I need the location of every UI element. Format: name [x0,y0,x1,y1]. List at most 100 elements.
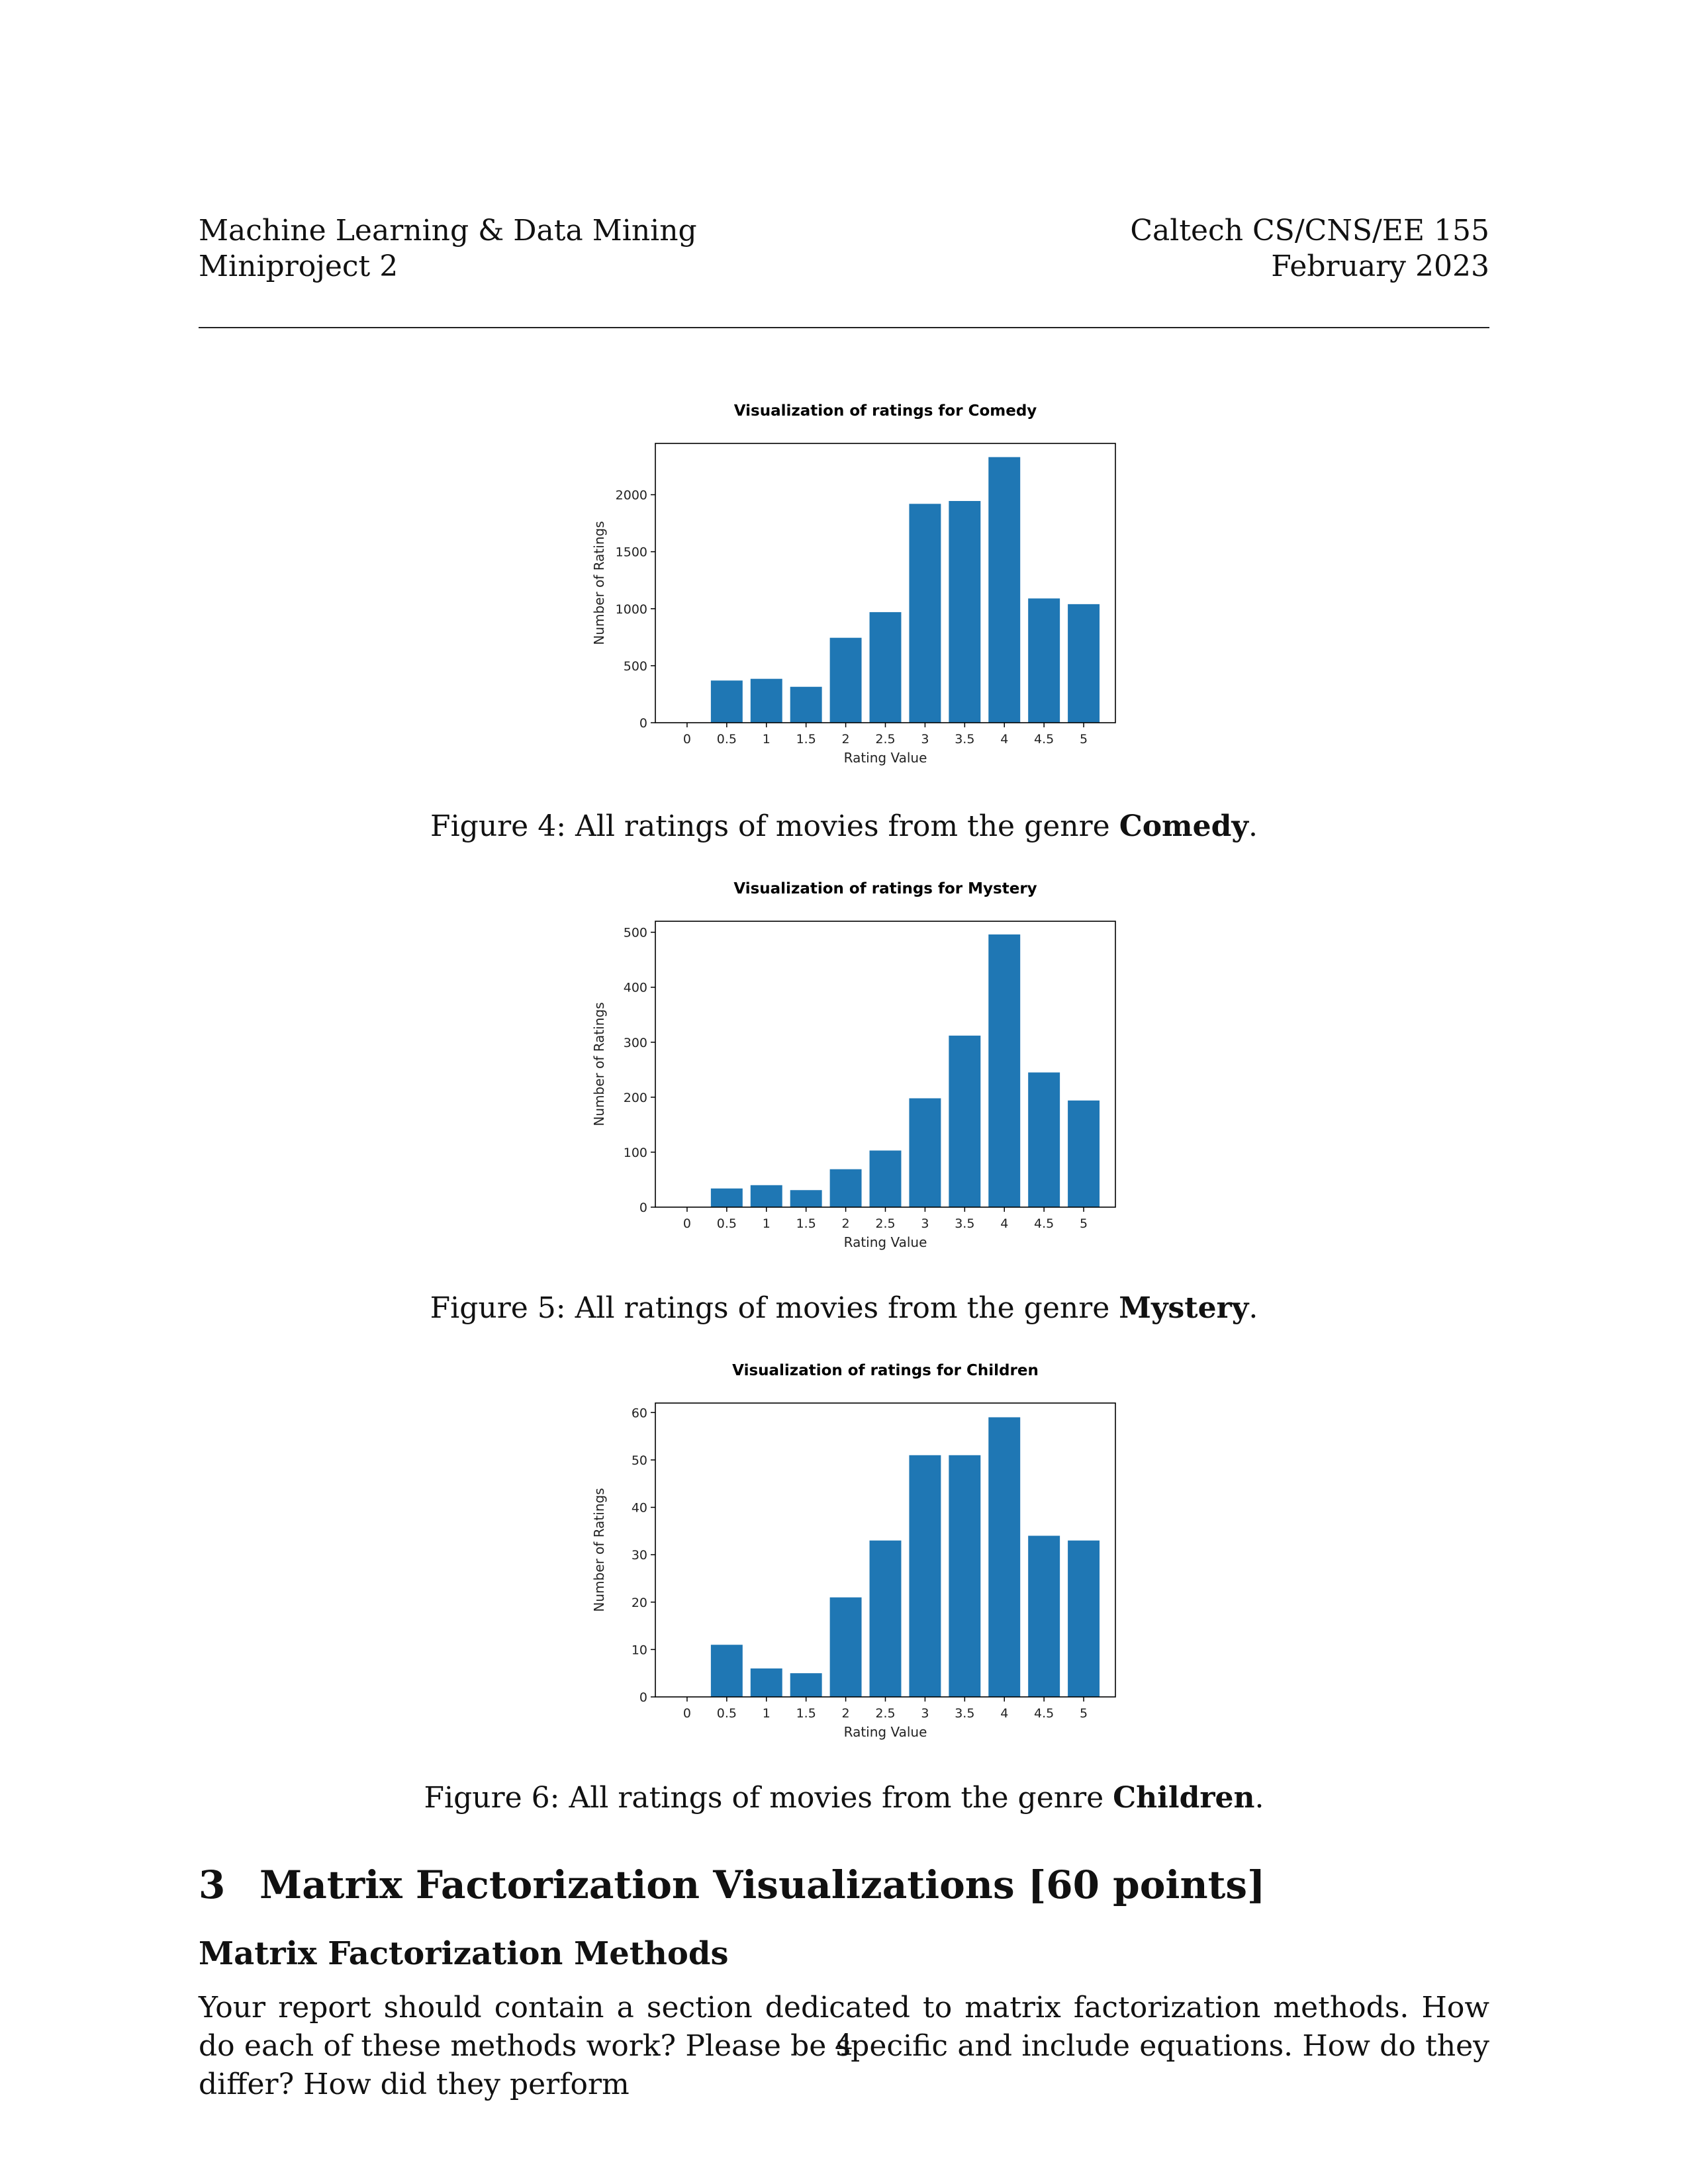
figure-comedy: Visualization of ratings for Comedy 0 0.5 1… [563,390,1132,781]
y-tick-label: 60 [632,1406,647,1420]
x-tick-label: 5 [1080,1706,1088,1721]
y-tick-label: 0 [639,1201,647,1215]
bar-4.5 [1028,1072,1060,1207]
bar-4 [988,934,1021,1207]
bar-0.5 [710,1645,743,1697]
x-tick-label: 2.5 [875,1216,895,1231]
bar-1 [750,678,782,723]
x-tick-label: 0.5 [717,732,737,747]
bar-3 [909,1098,941,1207]
chart-comedy: Visualization of ratings for Comedy 0 0.5 1… [591,402,1116,766]
x-tick-label: 1 [763,732,771,747]
x-tick-label: 0.5 [717,1216,737,1231]
x-axis-label: Rating Value [844,1234,927,1250]
y-tick-label: 30 [632,1548,647,1563]
x-tick-label: 0.5 [717,1706,737,1721]
figure-4-caption: Figure 4: All ratings of movies from the… [0,809,1688,844]
header-divider [199,327,1489,328]
x-tick-label: 3 [921,1706,929,1721]
bar-2 [829,1597,862,1697]
subsection-heading: Matrix Factorization Methods [199,1935,729,1972]
bar-4.5 [1028,598,1060,723]
y-axis-label: Number of Ratings [591,1002,607,1126]
x-tick-label: 4 [1000,732,1008,747]
y-tick-label: 0 [639,1690,647,1705]
x-tick-label: 4 [1000,1706,1008,1721]
figure-mystery: Visualization of ratings for Mystery 0 0.5… [563,868,1132,1265]
y-tick-label: 200 [624,1091,647,1105]
x-tick-label: 0 [683,1706,691,1721]
bar-2 [829,1169,862,1207]
x-tick-label: 1.5 [796,1706,816,1721]
y-axis-label: Number of Ratings [591,1488,607,1612]
plot-frame [655,443,1116,723]
x-tick-label: 3.5 [955,1706,974,1721]
caption-genre: Comedy [1119,809,1248,843]
bar-5 [1068,1100,1100,1207]
x-tick-label: 5 [1080,1216,1088,1231]
bar-4 [988,457,1021,723]
caption-period: . [1248,809,1258,843]
bar-1 [750,1185,782,1207]
caption-text: Figure 6: All ratings of movies from the… [424,1781,1113,1815]
y-tick-label: 1000 [616,602,647,617]
bar-5 [1068,1540,1100,1697]
bar-1 [750,1668,782,1697]
section-heading: 3 Matrix Factorization Visualizations [60… [199,1861,1266,1909]
bar-4.5 [1028,1535,1060,1697]
plot-frame [655,921,1116,1208]
x-tick-label: 4.5 [1034,1706,1054,1721]
bar-3 [909,1455,941,1697]
y-tick-label: 100 [624,1146,647,1160]
x-tick-label: 4.5 [1034,1216,1054,1231]
section-title: Matrix Factorization Visualizations [60 … [259,1862,1266,1907]
y-axis-label: Number of Ratings [591,521,607,645]
bar-1.5 [790,1190,822,1207]
bar-3.5 [949,500,981,723]
course-title: Machine Learning & Data Mining [199,214,697,248]
bar-2 [829,637,862,723]
bar-4 [988,1417,1021,1697]
bar-2.5 [869,612,902,723]
bar-3 [909,504,941,723]
bar-3.5 [949,1035,981,1207]
x-tick-label: 3 [921,732,929,747]
plot-frame [655,1402,1116,1698]
course-code: Caltech CS/CNS/EE 155 [1130,214,1489,248]
bar-0.5 [710,1188,743,1207]
bar-2.5 [869,1540,902,1697]
bar-1.5 [790,1673,822,1697]
chart-mystery: Visualization of ratings for Mystery 0 0.5… [591,880,1116,1250]
figure-children: Visualization of ratings for Children 0 0.… [563,1350,1132,1755]
caption-genre: Mystery [1119,1291,1249,1325]
running-header-left: Machine Learning & Data Mining Miniproje… [199,213,697,285]
figure-6-caption: Figure 6: All ratings of movies from the… [0,1780,1688,1816]
y-tick-label: 0 [639,716,647,731]
y-tick-label: 400 [624,981,647,995]
y-tick-label: 500 [624,926,647,940]
x-tick-label: 2.5 [875,1706,895,1721]
bar-0.5 [710,680,743,723]
x-tick-label: 1.5 [796,732,816,747]
x-tick-label: 2 [842,732,850,747]
y-tick-label: 500 [624,659,647,674]
bar-1.5 [790,686,822,723]
x-tick-label: 0 [683,732,691,747]
y-tick-label: 20 [632,1596,647,1610]
x-tick-label: 3.5 [955,1216,974,1231]
x-axis-label: Rating Value [844,1724,927,1740]
running-header-right: Caltech CS/CNS/EE 155 February 2023 [1130,213,1489,285]
chart-title: Visualization of ratings for Mystery [733,880,1037,897]
y-tick-label: 40 [632,1501,647,1516]
bar-2.5 [869,1150,902,1207]
bar-5 [1068,604,1100,723]
x-tick-label: 2 [842,1216,850,1231]
caption-period: . [1254,1781,1264,1815]
x-tick-label: 1 [763,1216,771,1231]
section-number: 3 [199,1862,226,1907]
document-date: February 2023 [1271,250,1489,283]
figure-5-caption: Figure 5: All ratings of movies from the… [0,1291,1688,1326]
body-paragraph: Your report should contain a section ded… [199,1991,1489,2101]
x-tick-label: 3 [921,1216,929,1231]
x-tick-label: 2.5 [875,732,895,747]
